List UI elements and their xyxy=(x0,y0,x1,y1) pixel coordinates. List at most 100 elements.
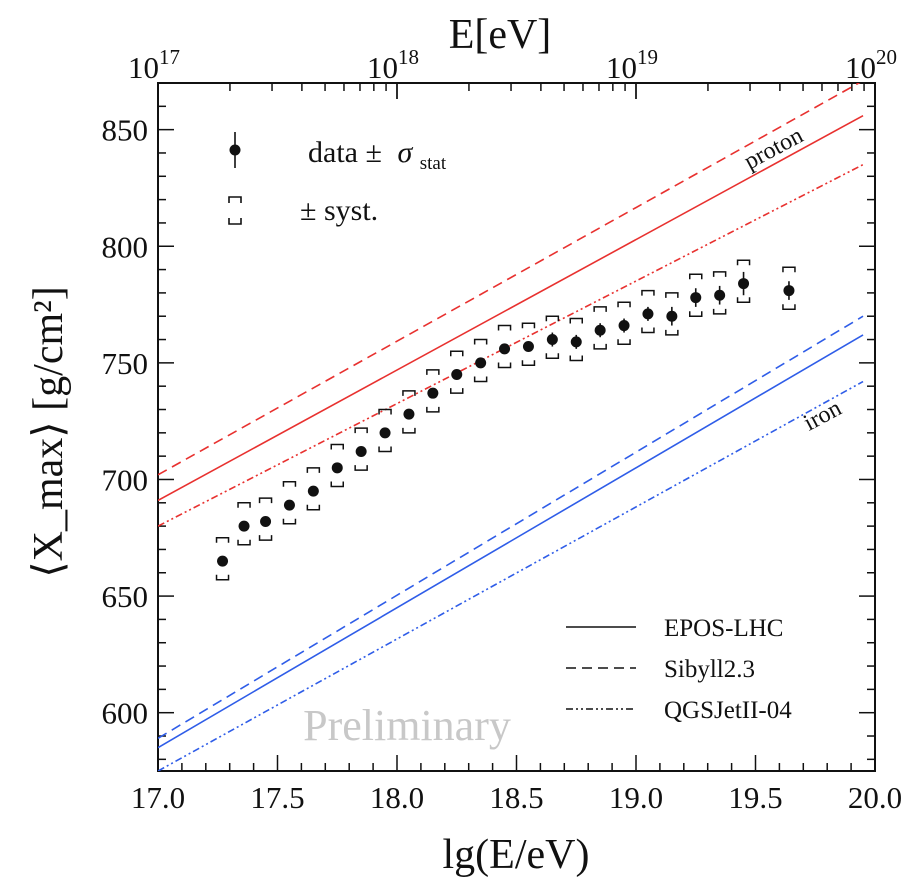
data-point xyxy=(665,292,679,336)
legend-points: data ± σ stat ± syst. xyxy=(228,132,447,227)
top-tick-base: 10 xyxy=(845,50,876,85)
data-point xyxy=(473,338,488,383)
data-point xyxy=(450,350,464,394)
data-point xyxy=(569,317,583,362)
data-marker xyxy=(403,408,415,420)
data-marker xyxy=(260,515,272,527)
preliminary-watermark: Preliminary xyxy=(303,701,511,750)
model-lines xyxy=(158,83,864,771)
data-marker xyxy=(499,343,511,355)
iron-label: iron xyxy=(800,395,846,436)
data-marker xyxy=(738,278,750,290)
model-line-proton-qgsjetii-04 xyxy=(158,163,864,527)
data-marker xyxy=(594,324,606,336)
syst-bracket xyxy=(497,324,512,369)
data-marker xyxy=(427,387,439,399)
legend-syst-bracket xyxy=(228,196,242,225)
data-point xyxy=(282,481,297,525)
data-marker xyxy=(217,555,229,567)
x-tick-label: 18.5 xyxy=(489,780,543,815)
data-point xyxy=(593,306,607,350)
syst-bracket xyxy=(306,467,321,511)
x-tick-label: 18.0 xyxy=(370,780,424,815)
top-tick-label: 1019 xyxy=(606,45,658,85)
data-point xyxy=(689,273,703,317)
legend-model-label: Sibyll2.3 xyxy=(664,656,755,683)
data-marker xyxy=(714,289,726,301)
data-marker xyxy=(355,445,367,457)
syst-bracket xyxy=(282,481,297,525)
plot-frame xyxy=(157,82,876,772)
top-axis-ticks: 1017 1018 1019 1020 xyxy=(128,45,897,99)
model-line-iron-epos-lhc xyxy=(158,334,864,749)
top-tick-exponent: 19 xyxy=(637,45,658,69)
data-point xyxy=(521,322,536,366)
data-marker xyxy=(690,292,702,304)
data-marker xyxy=(522,341,534,353)
legend-data-label: data ± σ stat xyxy=(308,136,447,174)
legend-stat-subscript: stat xyxy=(420,153,447,174)
syst-bracket xyxy=(736,259,751,303)
syst-bracket xyxy=(665,292,679,336)
model-line-proton-sibyll2-3 xyxy=(158,83,861,476)
data-point xyxy=(330,443,344,488)
syst-bracket xyxy=(215,537,230,581)
syst-bracket xyxy=(712,271,727,315)
x-tick-label: 20.0 xyxy=(848,780,902,815)
data-point xyxy=(306,467,321,511)
data-point xyxy=(617,301,631,345)
top-axis-title: E[eV] xyxy=(449,12,552,58)
y-tick-label: 800 xyxy=(102,229,149,264)
data-point xyxy=(497,324,512,369)
data-point xyxy=(378,408,392,453)
x-tick-label: 19.0 xyxy=(609,780,663,815)
top-tick-label: 1020 xyxy=(845,45,897,85)
data-marker xyxy=(570,336,582,348)
legend-data-text: data ± xyxy=(308,136,382,169)
syst-bracket xyxy=(569,317,583,362)
data-marker xyxy=(238,520,250,532)
data-point xyxy=(215,537,230,581)
data-point xyxy=(736,259,751,303)
syst-bracket xyxy=(617,301,631,345)
syst-bracket xyxy=(641,289,655,334)
top-tick-exponent: 20 xyxy=(876,45,897,69)
syst-bracket xyxy=(426,369,440,413)
data-marker xyxy=(546,334,558,346)
top-tick-base: 10 xyxy=(367,50,398,85)
syst-bracket xyxy=(450,350,464,394)
legend-model-label: QGSJetII-04 xyxy=(664,697,792,724)
x-axis-title: lg(E/eV) xyxy=(443,832,590,878)
data-marker xyxy=(642,308,654,320)
data-marker xyxy=(618,320,630,332)
syst-bracket xyxy=(521,322,536,366)
syst-bracket xyxy=(402,390,416,434)
y-tick-label: 850 xyxy=(102,113,149,148)
data-marker xyxy=(307,485,319,497)
y-tick-label: 650 xyxy=(102,579,149,614)
model-line-iron-sibyll2-3 xyxy=(158,315,864,740)
syst-bracket xyxy=(258,497,273,541)
data-marker xyxy=(783,285,795,297)
data-point xyxy=(237,502,251,546)
legend-syst-label: ± syst. xyxy=(300,194,378,227)
data-marker xyxy=(666,310,678,322)
x-tick-label: 17.5 xyxy=(250,780,304,815)
legend-sigma: σ xyxy=(397,136,413,169)
data-marker xyxy=(283,499,295,511)
syst-bracket xyxy=(354,427,368,471)
y-axis-title: ⟨X_max⟩ [g/cm²] xyxy=(26,286,72,577)
x-tick-label: 17.0 xyxy=(131,780,185,815)
top-tick-label: 1017 xyxy=(128,45,180,85)
x-tick-label: 19.5 xyxy=(728,780,782,815)
y-tick-label: 750 xyxy=(102,346,149,381)
y-tick-label: 600 xyxy=(102,696,149,731)
y-tick-label: 700 xyxy=(102,462,149,497)
syst-bracket xyxy=(545,315,560,359)
x-axis-ticks: 17.0 17.5 18.0 18.5 19.0 19.5 20.0 xyxy=(131,755,902,815)
model-line-iron-qgsjetii-04 xyxy=(158,380,864,771)
syst-bracket xyxy=(378,408,392,453)
data-point xyxy=(354,427,368,471)
data-point xyxy=(258,497,273,541)
